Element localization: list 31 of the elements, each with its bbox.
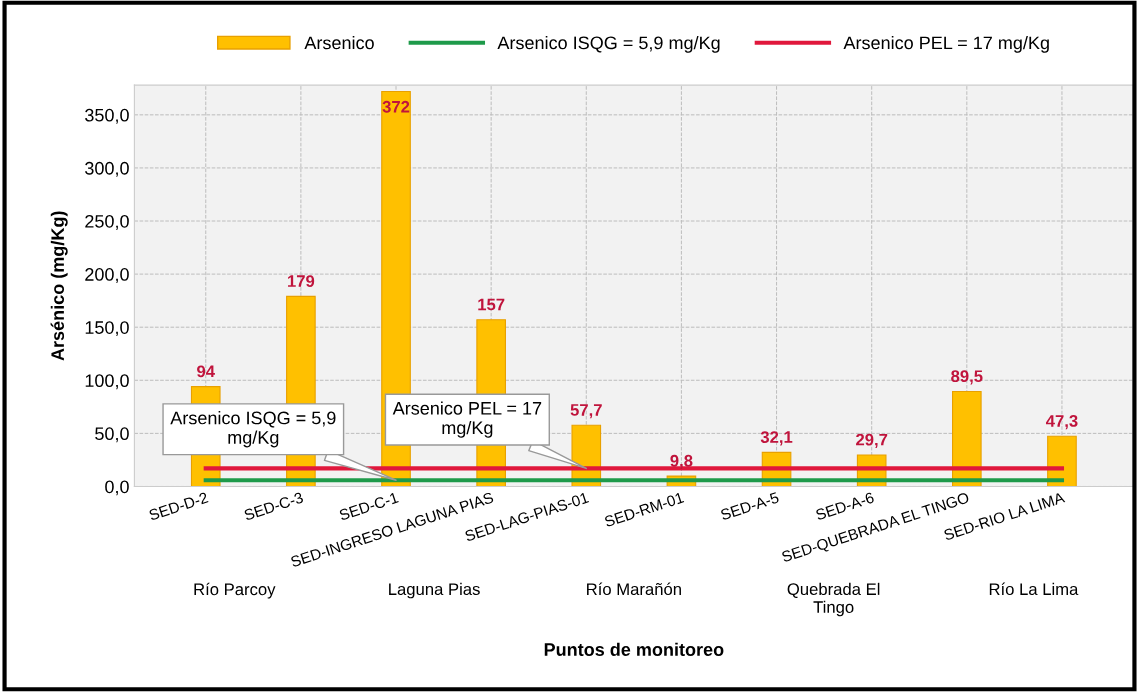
data-label: 157 <box>478 298 505 311</box>
data-label: 47,3 <box>1045 415 1078 430</box>
y-tick-label: 300,0 <box>85 161 129 177</box>
y-tick-label: 350,0 <box>85 108 129 124</box>
data-label: 32,1 <box>760 431 793 446</box>
bar <box>951 390 982 487</box>
y-tick-label: 0,0 <box>105 480 129 496</box>
legend-label: Arsenico ISQG = 5,9 mg/Kg <box>497 35 720 53</box>
annotation: Arsenico ISQG = 5,9 mg/Kg <box>170 411 336 448</box>
data-label: 94 <box>197 365 215 378</box>
text: Río La Lima <box>989 582 1079 596</box>
data-label: 9,8 <box>670 454 693 470</box>
data-label: 179 <box>288 275 315 287</box>
legend-label: Arsenico <box>304 35 374 50</box>
text: Río Marañón <box>587 582 681 596</box>
y-tick-label: 50,0 <box>95 427 129 443</box>
y-axis-title: Arsénico (mg/Kg) <box>50 211 68 361</box>
y-tick-label: 200,0 <box>85 268 129 283</box>
data-label: 372 <box>382 100 410 113</box>
text: Quebrada El Tingo <box>787 582 880 617</box>
legend-label: Arsenico PEL = 17 mg/Kg <box>843 35 1049 53</box>
data-label: 89,5 <box>951 370 983 385</box>
y-tick-label: 150,0 <box>85 321 129 337</box>
x-axis-title: Puntos de monitoreo <box>544 642 724 656</box>
data-label: 57,7 <box>570 404 602 419</box>
y-tick-label: 100,0 <box>85 374 129 390</box>
y-tick-label: 250,0 <box>85 214 129 230</box>
data-label: 29,7 <box>856 433 888 448</box>
annotation: Arsenico PEL = 17 mg/Kg <box>392 401 542 438</box>
text: Laguna Pias <box>389 582 480 599</box>
text: Río Parcoy <box>194 582 276 599</box>
